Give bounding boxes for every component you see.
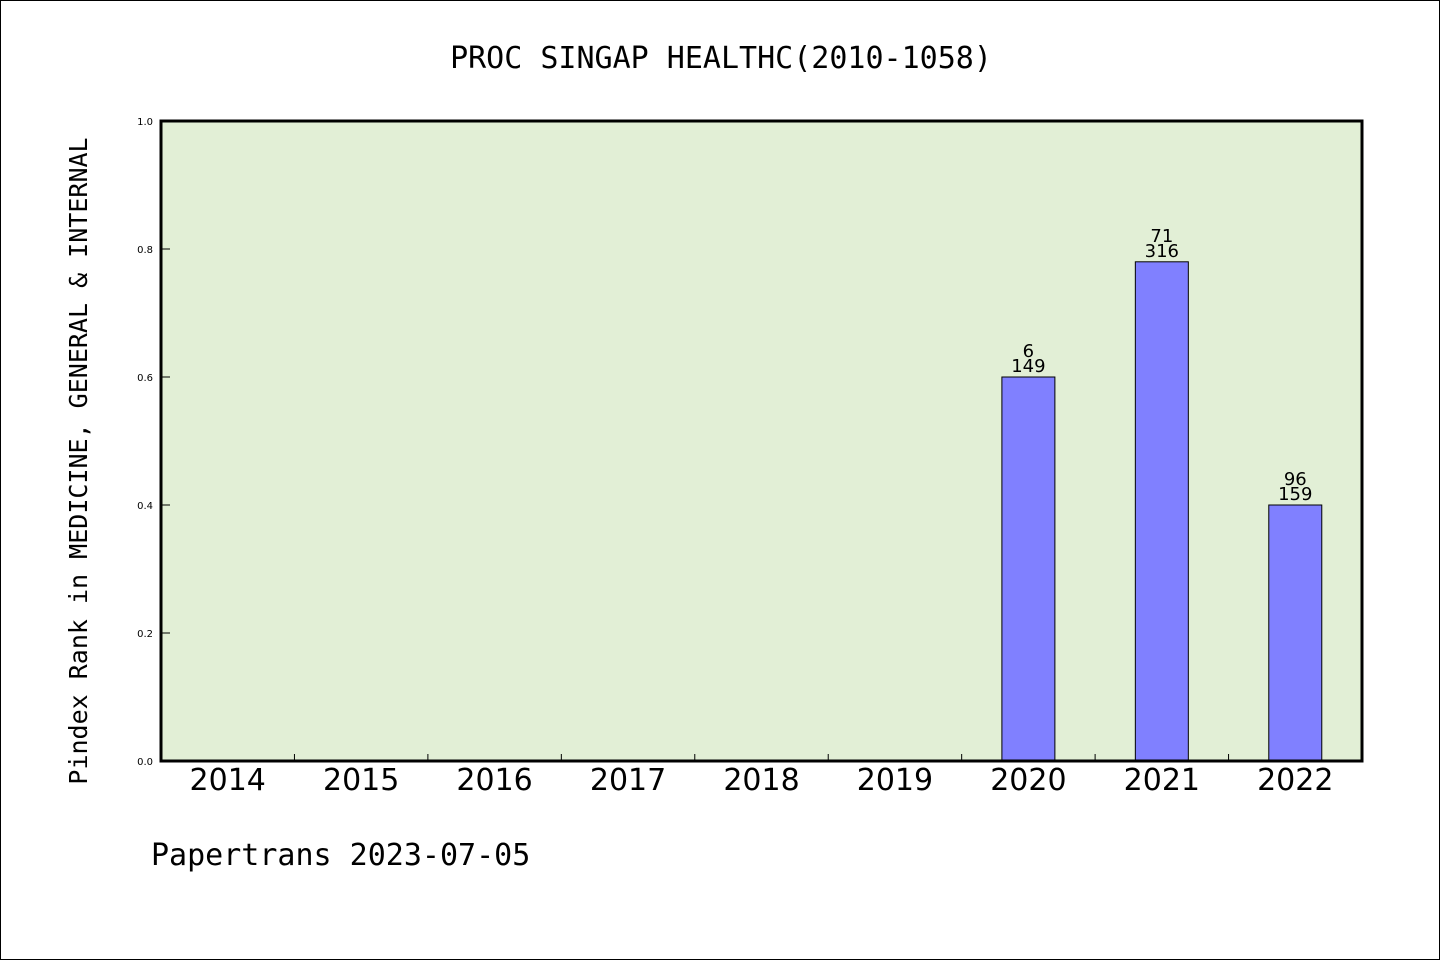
bar-rank-label: 96 — [1284, 469, 1307, 490]
bar-total-label: 159 — [1278, 484, 1312, 505]
x-tick-label: 2017 — [590, 763, 666, 798]
bar-rank-label: 6 — [1023, 341, 1034, 362]
chart-title: PROC SINGAP HEALTHC(2010-1058) — [450, 41, 992, 76]
bar-2022 — [1268, 504, 1323, 762]
y-tick-label: 0.4 — [137, 501, 153, 512]
y-tick-label: 0.2 — [137, 629, 153, 640]
y-tick-label: 1.0 — [137, 117, 153, 128]
x-tick-label: 2016 — [456, 763, 532, 798]
x-tick-label: 2022 — [1257, 763, 1333, 798]
footer-credit: Papertrans 2023-07-05 — [151, 838, 530, 873]
y-tick-label: 0.0 — [137, 757, 153, 768]
bar-rank-label: 71 — [1150, 226, 1173, 247]
x-tick-label: 2015 — [323, 763, 399, 798]
x-tick-label: 2014 — [190, 763, 266, 798]
x-axis: 2014 2015 2016 2017 2018 2019 2020 2021 2022 — [190, 754, 1333, 798]
x-tick-label: 2021 — [1124, 763, 1200, 798]
y-tick-label: 0.8 — [137, 245, 153, 256]
x-tick-label: 2019 — [857, 763, 933, 798]
x-tick-label: 2020 — [990, 763, 1066, 798]
bar-total-label: 149 — [1011, 356, 1045, 377]
bar-2020 — [1001, 376, 1056, 762]
y-tick-label: 0.6 — [137, 373, 153, 384]
y-axis-label: Pindex Rank in MEDICINE, GENERAL & INTER… — [64, 137, 93, 784]
plot-border — [159, 119, 1364, 763]
bar-2021 — [1134, 261, 1189, 762]
x-tick-label: 2018 — [723, 763, 799, 798]
bar-total-label: 316 — [1145, 241, 1179, 262]
